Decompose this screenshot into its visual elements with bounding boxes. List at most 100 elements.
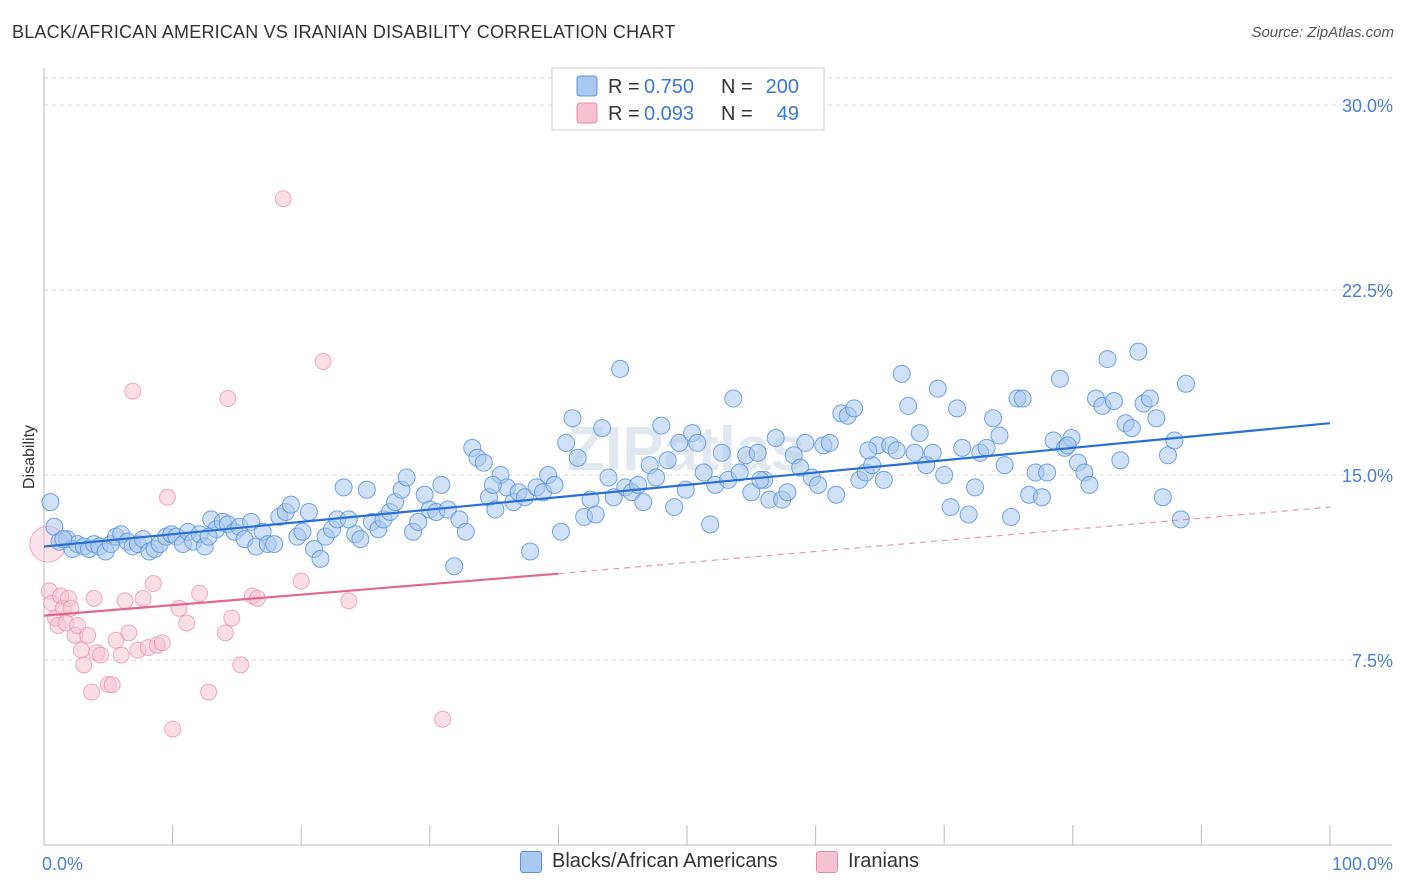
blacks-point (923, 443, 942, 462)
iranians-point (232, 656, 250, 674)
blacks-point (1111, 451, 1130, 470)
iranians-point (434, 710, 452, 728)
blacks-point (299, 503, 318, 521)
iranians-point (92, 646, 110, 664)
iranians-point (103, 676, 121, 694)
blacks-point (941, 498, 960, 517)
blacks-point (845, 399, 864, 418)
legend-r-label-1: R = (608, 76, 640, 98)
blacks-point (1171, 510, 1190, 529)
iranians-point (164, 720, 182, 738)
iranians-point (124, 382, 142, 400)
blacks-point (557, 433, 576, 452)
blacks-point (1058, 436, 1077, 455)
iranians-point (79, 626, 97, 644)
blacks-swatch (520, 850, 542, 873)
blacks-point (748, 443, 767, 462)
legend-n-label-1: N = (721, 76, 753, 98)
iranians-point (144, 575, 162, 593)
legend-swatch-blue (576, 75, 598, 97)
blacks-point (809, 475, 828, 494)
blacks-point (445, 557, 464, 576)
blacks-point (339, 510, 358, 529)
iranians-point (85, 589, 103, 607)
blacks-point (1002, 507, 1021, 526)
y-tick-label-1: 15.0% (1342, 466, 1393, 486)
blacks-point (351, 530, 370, 549)
iranians-point (116, 592, 134, 610)
bottom-legend-blacks: Blacks/African Americans (520, 850, 778, 873)
legend-n-label-2: N = (721, 103, 753, 125)
blacks-point (730, 463, 749, 482)
blacks-point (652, 416, 671, 435)
iranians-point (219, 390, 237, 408)
iranians-point (223, 609, 241, 627)
blacks-point (334, 478, 353, 497)
blacks-point (694, 463, 713, 482)
blacks-point (928, 379, 947, 398)
blacks-point (1129, 342, 1148, 361)
blacks-point (778, 483, 797, 502)
blacks-point (1013, 389, 1032, 408)
iranians-point (112, 646, 130, 664)
blacks-point (199, 527, 218, 546)
blacks-point (1165, 431, 1184, 450)
blacks-point (474, 453, 493, 472)
blacks-point (959, 505, 978, 524)
blacks-point (899, 396, 918, 415)
blacks-point (665, 498, 684, 517)
legend-r-value-2: 0.093 (644, 103, 694, 125)
blacks-point (1104, 392, 1123, 410)
blacks-point (486, 500, 505, 519)
iranians-legend-label: Iranians (848, 850, 920, 872)
blacks-point (409, 512, 428, 531)
blacks-point (751, 470, 770, 489)
iranians-point (72, 641, 90, 659)
iranians-point (191, 584, 209, 602)
blacks-point (948, 399, 967, 418)
iranians-point (153, 634, 171, 652)
blacks-point (265, 535, 284, 554)
legend-r-label-2: R = (608, 103, 640, 125)
blacks-point (1080, 475, 1099, 494)
blacks-point (820, 433, 839, 452)
blacks-point (953, 438, 972, 457)
blacks-point (1147, 409, 1166, 428)
iranians-point (340, 592, 358, 610)
blacks-point (483, 475, 502, 494)
blacks-point (611, 359, 630, 378)
blacks-point (688, 433, 707, 452)
grid-lines (44, 77, 1392, 661)
y-tick-label-3: 30.0% (1342, 96, 1393, 116)
blacks-point (935, 466, 954, 484)
blacks-point (742, 483, 761, 502)
iranians-point (292, 572, 310, 590)
blacks-point (887, 441, 906, 460)
x-tick-label-1: 100.0% (1332, 854, 1393, 874)
blacks-point (863, 456, 882, 475)
blacks-point (859, 441, 878, 460)
iranians-trend-extension (558, 506, 1331, 575)
blacks-point (827, 485, 846, 504)
axes (43, 68, 1392, 846)
blacks-point (281, 495, 300, 514)
blacks-point (874, 470, 893, 489)
legend-n-value-2: 49 (777, 103, 799, 125)
blacks-point (599, 468, 618, 487)
iranians-point (216, 624, 234, 642)
blacks-point (724, 389, 743, 408)
chart-title: BLACK/AFRICAN AMERICAN VS IRANIAN DISABI… (12, 22, 676, 42)
blacks-point (796, 433, 815, 452)
blacks-point (1140, 389, 1159, 408)
blacks-point (545, 475, 564, 494)
iranians-point (120, 624, 138, 642)
blacks-point (357, 480, 376, 499)
iranians-swatch (816, 850, 838, 873)
blacks-point (593, 419, 612, 438)
blacks-point (1158, 446, 1177, 465)
blacks-point (293, 522, 312, 541)
legend-r-value-1: 0.750 (644, 76, 694, 98)
iranians-point (158, 488, 176, 506)
blacks-point (791, 458, 810, 477)
blacks-point (41, 493, 60, 512)
